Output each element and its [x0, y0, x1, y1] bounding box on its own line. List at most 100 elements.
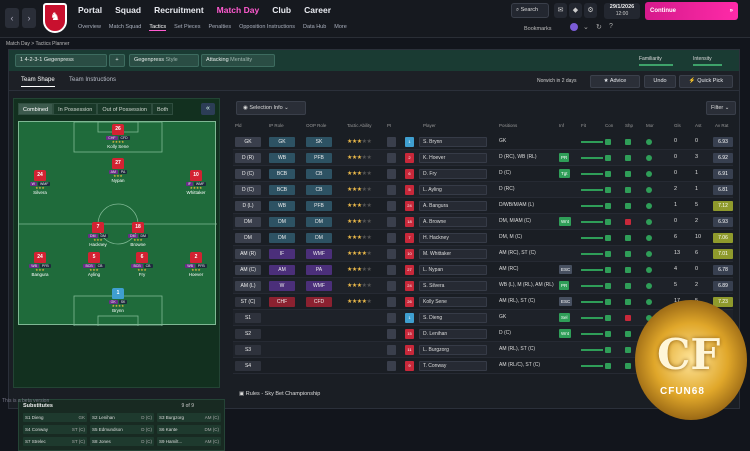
role-badge[interactable]: DM — [88, 234, 98, 238]
position-slot[interactable]: S4 — [235, 361, 261, 371]
nav-squad[interactable]: Squad — [115, 5, 142, 15]
table-row[interactable]: AM (R) IF WMF ★★★★★ 10 M. Whittaker AM (RC), S… — [233, 246, 733, 262]
player-selector[interactable]: S. Dieng — [419, 313, 487, 323]
table-row[interactable]: D (C) BCB CB ★★★★★ 5 L. Ayling D (RC) 2 1 6.81 — [233, 182, 733, 198]
column-header[interactable]: Tactic Ability — [347, 123, 372, 128]
role-badge[interactable]: PFB — [39, 264, 51, 268]
rules-link[interactable]: ▣ Rules - Sky Bet Championship — [239, 391, 321, 397]
table-row[interactable]: ST (C) CHF CFD ★★★★★ 26 Kolly Sene AM (RL), ST… — [233, 294, 733, 310]
player-instructions-icon[interactable] — [387, 345, 396, 355]
undo-button[interactable]: Undo — [644, 75, 676, 88]
player-selector[interactable]: S. Silvera — [419, 281, 487, 291]
selection-info-dropdown[interactable]: ◉ Selection Info ⌄ — [236, 101, 306, 115]
table-row[interactable]: S3 11 L. Burgzorg AM (RL), ST (C) — [233, 342, 733, 358]
oop-role[interactable]: CFD — [306, 297, 332, 307]
sub-slot[interactable]: S9 Hamilt... AM (C) — [157, 437, 221, 446]
position-slot[interactable]: GK — [235, 137, 261, 147]
role-badge[interactable]: BCB — [83, 264, 95, 268]
pitch-player[interactable]: 24 W WMF ★★★ Silvera — [25, 170, 55, 195]
info-badge[interactable]: PR — [559, 153, 570, 162]
player-selector[interactable]: D. Lenihan — [419, 329, 487, 339]
player-instructions-icon[interactable] — [387, 281, 396, 291]
tactic-selector[interactable]: 1 4-2-3-1 Gegenpress — [15, 54, 107, 67]
table-row[interactable]: D (C) BCB CB ★★★★★ 6 D. Fry D (C) Tgt 0 1 6.91 — [233, 166, 733, 182]
role-badge[interactable]: BCB — [131, 264, 143, 268]
continue-button[interactable]: Continue » — [645, 2, 738, 20]
nav-club[interactable]: Club — [272, 5, 292, 15]
table-row[interactable]: DM DM DM ★★★★★ 7 H. Hackney DM, M (C) 6 10 7.06 — [233, 230, 733, 246]
position-slot[interactable]: S3 — [235, 345, 261, 355]
column-header[interactable]: Fit — [581, 123, 586, 128]
player-selector[interactable]: Kolly Sene — [419, 297, 487, 307]
role-badge[interactable]: PFB — [195, 264, 207, 268]
sub-slot[interactable]: S7 Strelec ST (C) — [23, 437, 87, 446]
position-slot[interactable]: S1 — [235, 313, 261, 323]
column-header[interactable]: Shp — [625, 123, 634, 128]
role-badge[interactable]: IF — [185, 182, 193, 186]
role-badge[interactable]: WMF — [37, 182, 51, 186]
column-header[interactable]: Mor — [646, 123, 654, 128]
history-icon[interactable]: ↻ — [596, 24, 602, 31]
sub-slot[interactable]: S1 Dieng GK — [23, 413, 87, 422]
table-row[interactable]: S2 15 D. Lenihan D (C) Wnt — [233, 326, 733, 342]
club-crest-icon[interactable]: ♞ — [43, 3, 67, 33]
player-instructions-icon[interactable] — [387, 185, 396, 195]
info-badge[interactable]: ESC — [559, 297, 573, 306]
position-slot[interactable]: D (R) — [235, 153, 261, 163]
info-badge[interactable]: Wnt — [559, 329, 572, 338]
player-instructions-icon[interactable] — [387, 233, 396, 243]
position-slot[interactable]: DM — [235, 233, 261, 243]
column-header[interactable]: Gls — [674, 123, 681, 128]
intensity-meter[interactable]: Intensity — [693, 56, 735, 66]
player-selector[interactable]: S. Brynn — [419, 137, 487, 147]
position-slot[interactable]: S2 — [235, 329, 261, 339]
role-badge[interactable]: DM — [138, 234, 148, 238]
player-instructions-icon[interactable] — [387, 201, 396, 211]
role-badge[interactable]: DM — [128, 234, 138, 238]
forward-button[interactable]: › — [22, 8, 36, 28]
info-badge[interactable]: Tgt — [559, 169, 570, 178]
oop-role[interactable]: PFB — [306, 201, 332, 211]
club-icon[interactable]: ◆ — [569, 3, 582, 18]
help-icon[interactable]: ? — [609, 23, 613, 30]
player-instructions-icon[interactable] — [387, 153, 396, 163]
ip-role[interactable]: GK — [269, 137, 295, 147]
role-badge[interactable]: AM — [108, 170, 118, 174]
position-slot[interactable]: DM — [235, 217, 261, 227]
seg-both[interactable]: Both — [151, 103, 174, 115]
pitch-player[interactable]: 6 BCB CB ★★★ Fry — [127, 252, 157, 277]
filter-dropdown[interactable]: Filter ⌄ — [706, 101, 736, 115]
role-badge[interactable]: CB — [143, 264, 153, 268]
subnav-more[interactable]: More — [334, 24, 347, 30]
oop-role[interactable]: WMF — [306, 281, 332, 291]
table-row[interactable]: AM (L) W WMF ★★★★★ 24 S. Silvera WB (L), M (RL… — [233, 278, 733, 294]
column-header[interactable]: Ast — [695, 123, 702, 128]
table-row[interactable]: DM DM DM ★★★★★ 18 A. Browne DM, M/AM (C) Wnt 0 2 6… — [233, 214, 733, 230]
ip-role[interactable]: DM — [269, 233, 295, 243]
player-instructions-icon[interactable] — [387, 297, 396, 307]
bookmarks-menu[interactable]: Bookmarks — [524, 26, 552, 32]
style-selector[interactable]: Gegenpress Style — [129, 54, 199, 67]
game-date[interactable]: 29/1/2026 12:00 — [604, 3, 640, 19]
player-selector[interactable]: M. Whittaker — [419, 249, 487, 259]
ip-role[interactable]: IF — [269, 249, 295, 259]
info-badge[interactable]: Sel — [559, 313, 570, 322]
role-badge[interactable]: W — [29, 182, 37, 186]
ip-role[interactable]: WB — [269, 201, 295, 211]
ip-role[interactable]: WB — [269, 153, 295, 163]
pitch-player[interactable]: 1 GK SK ★★★★ Brynn — [103, 288, 133, 313]
nav-match-day[interactable]: Match Day — [216, 5, 260, 15]
role-badge[interactable]: CB — [95, 264, 105, 268]
info-badge[interactable]: Wnt — [559, 217, 572, 226]
ip-role[interactable]: DM — [269, 217, 295, 227]
position-slot[interactable]: AM (R) — [235, 249, 261, 259]
seg-out-of-possession[interactable]: Out of Possession — [97, 103, 152, 115]
ip-role[interactable]: CHF — [269, 297, 295, 307]
position-slot[interactable]: D (C) — [235, 169, 261, 179]
role-badge[interactable]: WMF — [193, 182, 207, 186]
column-header[interactable]: Pld — [235, 123, 242, 128]
table-row[interactable]: S1 1 S. Dieng GK Sel — [233, 310, 733, 326]
column-header[interactable]: OOP Role — [306, 123, 327, 128]
advice-button[interactable]: ★ Advice — [590, 75, 640, 88]
pitch-player[interactable]: 5 BCB CB ★★★ Ayling — [79, 252, 109, 277]
